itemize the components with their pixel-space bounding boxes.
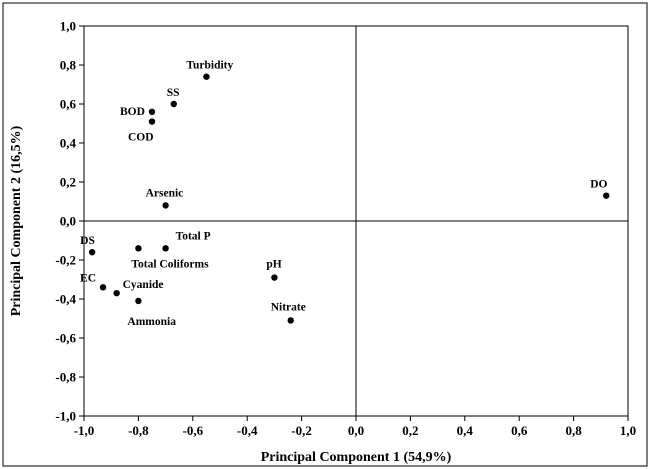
y-tick-label: -0,8 xyxy=(55,370,76,385)
point-label: EC xyxy=(80,272,96,284)
x-tick-label: -0,4 xyxy=(237,423,258,438)
point-label: SS xyxy=(167,87,180,99)
x-tick-label: 0,0 xyxy=(348,423,364,438)
point-label: Turbidity xyxy=(186,60,233,72)
point-marker xyxy=(162,245,169,252)
point-marker xyxy=(162,202,169,209)
point-label: Arsenic xyxy=(146,187,184,199)
y-tick-label: -1,0 xyxy=(55,409,76,424)
point-label: Total Coliforms xyxy=(131,258,209,270)
point-label: Nitrate xyxy=(271,301,306,313)
x-tick-label: -0,2 xyxy=(291,423,312,438)
y-axis-title: Principal Component 2 (16,5%) xyxy=(9,125,24,316)
point-label: DS xyxy=(80,235,95,247)
point-label: Total P xyxy=(176,230,211,242)
point-marker xyxy=(135,297,142,305)
data-point-cyanide: Cyanide xyxy=(113,279,164,297)
y-tick-label: -0,6 xyxy=(55,331,76,346)
y-tick-label: -0,2 xyxy=(55,253,76,268)
data-point-ph: pH xyxy=(266,259,282,281)
x-tick-label: 0,8 xyxy=(565,423,582,438)
data-point-do: DO xyxy=(590,179,610,199)
y-tick-label: 0,2 xyxy=(60,175,76,190)
point-marker xyxy=(603,192,610,199)
point-marker xyxy=(99,284,107,291)
data-point-ss: SS xyxy=(167,87,180,108)
data-point-cod: COD xyxy=(128,118,156,144)
data-point-total-coliforms: Total Coliforms xyxy=(131,245,209,270)
data-point-total-p: Total P xyxy=(162,230,211,252)
x-tick-label: 1,0 xyxy=(620,423,636,438)
point-marker xyxy=(287,317,294,324)
point-label: BOD xyxy=(120,106,145,118)
data-point-ammonia: Ammonia xyxy=(127,297,176,328)
data-point-arsenic: Arsenic xyxy=(146,187,184,209)
y-tick-label: 0,4 xyxy=(60,136,77,151)
point-label: COD xyxy=(128,132,154,144)
data-point-ec: EC xyxy=(80,272,107,291)
point-marker xyxy=(148,118,156,125)
point-label: Cyanide xyxy=(123,279,164,291)
x-tick-label: 0,6 xyxy=(511,423,528,438)
y-tick-label: -0,4 xyxy=(55,292,76,307)
x-axis-title: Principal Component 1 (54,9%) xyxy=(261,450,452,465)
data-point-bod: BOD xyxy=(120,106,156,118)
data-point-ds: DS xyxy=(80,235,96,256)
point-marker xyxy=(203,73,210,80)
point-marker xyxy=(148,108,156,116)
point-marker xyxy=(113,289,120,297)
x-tick-label: 0,2 xyxy=(402,423,418,438)
x-axis-ticks: -1,0 -0,8 -0,6 -0,4 -0,2 0,0 0,2 0,4 0,6 0,8 1,0 xyxy=(74,416,636,438)
point-marker xyxy=(271,274,278,281)
point-marker xyxy=(135,245,142,252)
point-marker xyxy=(88,249,96,256)
data-points: Turbidity SS BOD COD Arsenic DO DS Total P Total… xyxy=(80,60,610,328)
reference-lines xyxy=(84,26,628,416)
y-tick-label: 0,0 xyxy=(60,214,76,229)
plot-area-frame xyxy=(83,25,629,417)
point-label: Ammonia xyxy=(127,316,176,328)
x-tick-label: 0,4 xyxy=(457,423,474,438)
x-tick-label: -0,6 xyxy=(183,423,204,438)
point-label: pH xyxy=(266,259,281,271)
point-marker xyxy=(170,100,177,108)
point-label: DO xyxy=(590,179,607,191)
y-axis-ticks: 1,0 0,8 0,6 0,4 0,2 0,0 -0,2 -0,4 -0,6 -0,8 -1,0 xyxy=(55,19,84,424)
data-point-nitrate: Nitrate xyxy=(271,301,306,324)
data-point-turbidity: Turbidity xyxy=(186,60,234,80)
y-tick-label: 1,0 xyxy=(60,19,76,34)
y-tick-label: 0,6 xyxy=(60,97,77,112)
y-tick-label: 0,8 xyxy=(60,58,77,73)
x-tick-label: -1,0 xyxy=(74,423,95,438)
x-tick-label: -0,8 xyxy=(128,423,149,438)
